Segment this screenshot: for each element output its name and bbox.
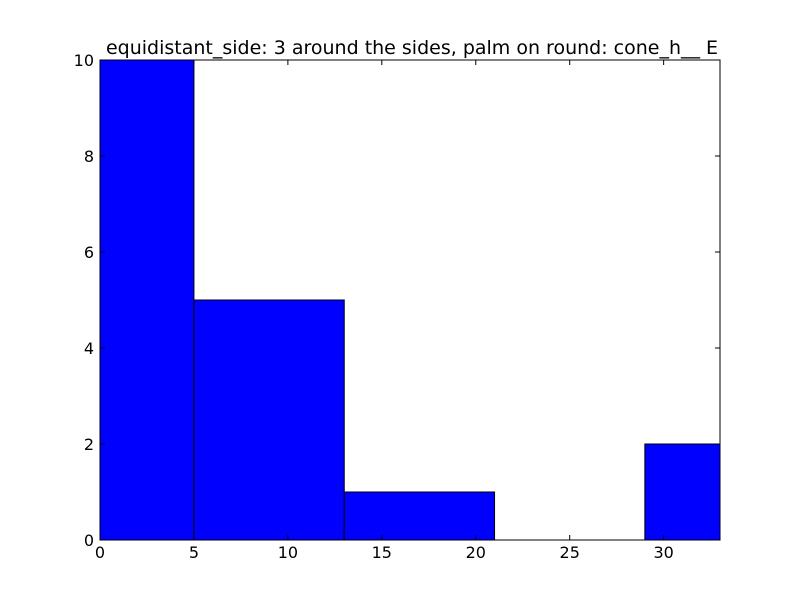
chart-title: equidistant_side: 3 around the sides, pa… xyxy=(106,37,718,59)
x-tick-label: 30 xyxy=(653,543,673,562)
y-tick-label: 10 xyxy=(74,51,94,70)
ticks-group xyxy=(99,59,720,541)
histogram-bar-4 xyxy=(644,443,721,541)
histogram-bar-0 xyxy=(99,59,195,541)
y-tick-label: 6 xyxy=(84,243,94,262)
y-tick-label: 4 xyxy=(84,339,94,358)
x-tick-label: 5 xyxy=(189,543,199,562)
y-tick-label: 8 xyxy=(84,147,94,166)
x-tick-label: 10 xyxy=(278,543,298,562)
y-tick-label: 0 xyxy=(84,531,94,550)
histogram-bar-1 xyxy=(193,299,345,541)
x-tick-label: 15 xyxy=(372,543,392,562)
y-tick-label: 2 xyxy=(84,435,94,454)
x-tick-label: 25 xyxy=(560,543,580,562)
histogram-bar-2 xyxy=(343,491,496,541)
tick-labels-group: 0 5 10 15 20 25 30 0 2 4 6 8 10 xyxy=(74,51,674,562)
x-tick-label: 0 xyxy=(95,543,105,562)
bars-group xyxy=(99,59,721,541)
x-tick-label: 20 xyxy=(466,543,486,562)
axes-frame xyxy=(99,59,721,541)
